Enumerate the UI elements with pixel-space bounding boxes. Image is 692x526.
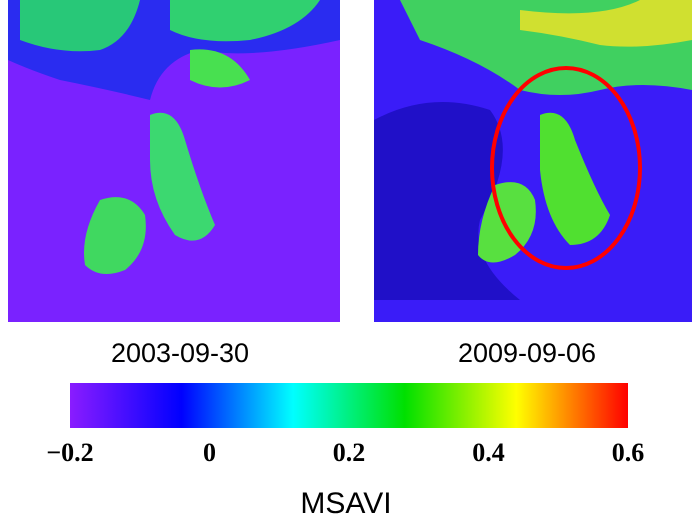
colorbar-label: MSAVI — [300, 487, 391, 520]
colorbar-tick-label: 0 — [203, 438, 216, 467]
image-2009 — [374, 0, 692, 322]
colorbar-tick-label: −0.2 — [46, 438, 93, 467]
panel-date: 2009-09-06 — [458, 338, 596, 368]
image-2003 — [8, 0, 340, 322]
colorbar — [70, 383, 628, 428]
colorbar-tick-label: 0.2 — [333, 438, 366, 467]
colorbar-tick-label: 0.6 — [612, 438, 645, 467]
panel-date: 2003-09-30 — [111, 338, 249, 368]
colorbar-tick-label: 0.4 — [472, 438, 505, 467]
